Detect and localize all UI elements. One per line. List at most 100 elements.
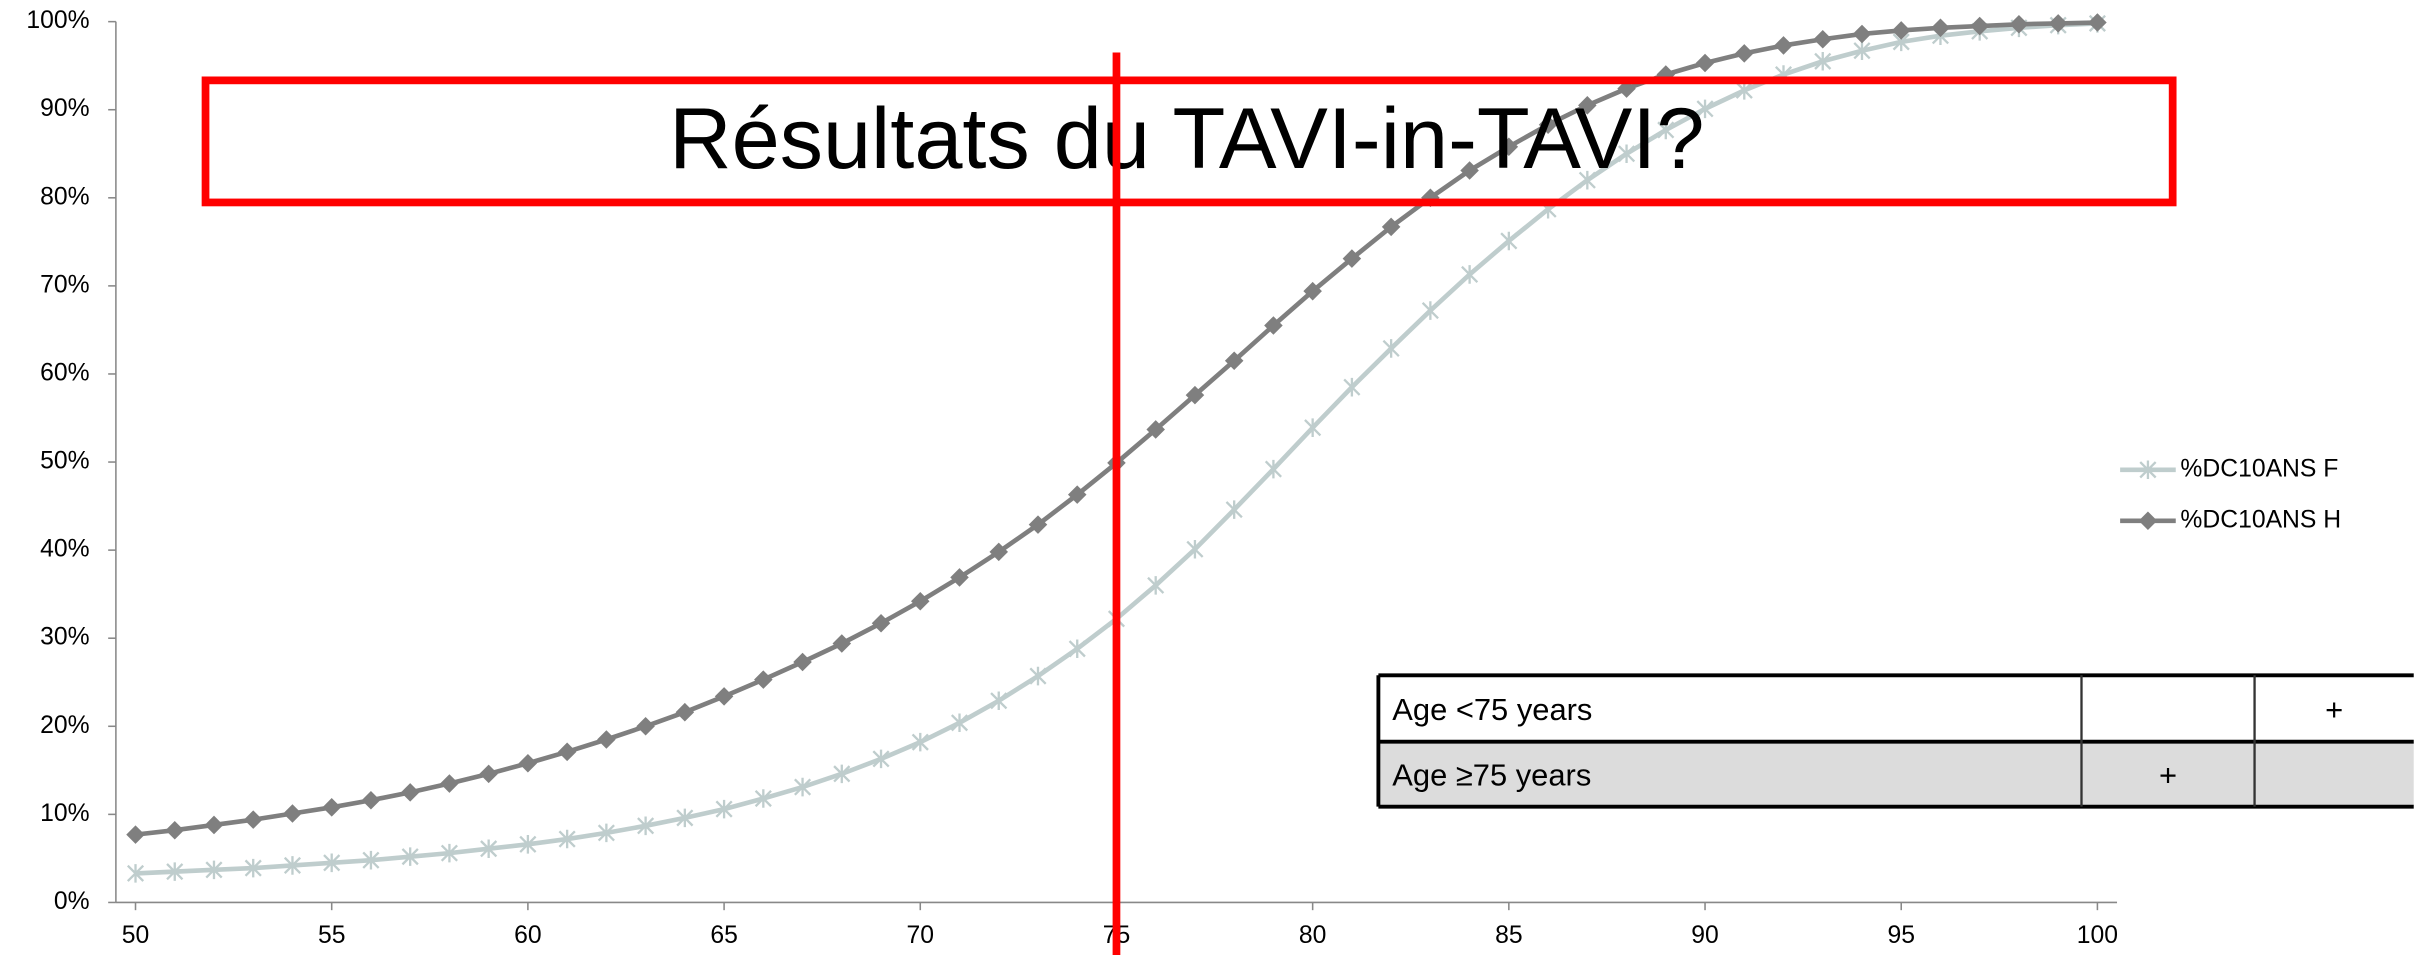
y-tick-label: 60% [40, 359, 89, 386]
marker [283, 804, 302, 823]
marker [714, 687, 734, 706]
marker [1067, 485, 1087, 504]
y-tick-label: 40% [40, 536, 89, 563]
marker [1695, 53, 1715, 73]
x-tick-label: 65 [710, 922, 738, 949]
marker [793, 652, 812, 672]
marker [1538, 115, 1558, 134]
legend-marker [2138, 511, 2158, 531]
marker [362, 850, 380, 870]
marker [1185, 385, 1205, 405]
marker [1068, 639, 1086, 659]
marker [675, 702, 695, 722]
chart-title: Résultats du TAVI-in-TAVI? [669, 91, 1704, 187]
marker [1421, 301, 1439, 320]
legend-label: %DC10ANS H [2180, 506, 2341, 533]
marker [1813, 29, 1833, 49]
marker [283, 856, 302, 875]
marker [1578, 96, 1597, 115]
marker [1853, 41, 1871, 60]
marker [558, 829, 576, 849]
marker [401, 847, 419, 866]
marker [871, 613, 891, 633]
table-cell: + [2325, 692, 2343, 727]
marker [794, 777, 812, 797]
marker [833, 764, 851, 784]
marker [911, 732, 929, 752]
marker [518, 754, 538, 773]
marker [165, 820, 185, 840]
marker [2048, 14, 2068, 33]
marker [1696, 99, 1714, 119]
marker [950, 568, 969, 587]
marker [597, 730, 616, 749]
marker [990, 691, 1008, 711]
y-tick-label: 70% [40, 271, 89, 298]
table-cell: Age ≥75 years [1392, 757, 1591, 792]
y-tick-label: 50% [40, 448, 89, 475]
marker [479, 764, 498, 784]
marker [1186, 539, 1204, 559]
marker [1814, 52, 1832, 71]
y-tick-label: 10% [40, 800, 89, 827]
x-tick-label: 80 [1299, 922, 1327, 949]
x-tick-label: 50 [122, 922, 149, 949]
title-box [201, 76, 2177, 207]
y-tick-label: 100% [26, 7, 89, 34]
marker [1304, 418, 1322, 437]
marker [243, 810, 263, 829]
marker [440, 774, 459, 793]
y-tick-label: 90% [40, 95, 89, 122]
marker [1225, 500, 1243, 519]
marker [1146, 420, 1165, 439]
marker [322, 798, 341, 817]
legend-marker [2139, 460, 2157, 480]
marker [597, 823, 615, 843]
marker [754, 789, 772, 808]
marker [1618, 144, 1636, 164]
marker [1264, 459, 1282, 479]
marker [2009, 15, 2029, 34]
x-tick-label: 55 [318, 922, 346, 949]
marker [166, 862, 184, 881]
marker [1029, 666, 1047, 686]
marker [1774, 36, 1793, 55]
marker [1578, 170, 1596, 190]
marker [480, 839, 498, 858]
marker [636, 717, 655, 736]
marker [2088, 13, 2107, 32]
y-tick-label: 20% [40, 712, 89, 739]
marker [323, 853, 341, 873]
marker [400, 783, 420, 802]
marker [872, 749, 890, 769]
marker [1735, 44, 1754, 63]
marker [1303, 281, 1322, 301]
marker [1224, 351, 1244, 371]
marker [244, 858, 262, 878]
y-tick-label: 0% [54, 888, 90, 915]
table-cell: Age <75 years [1392, 692, 1592, 727]
marker [361, 791, 381, 810]
table-cell: + [2159, 757, 2177, 792]
marker [440, 843, 458, 863]
x-tick-label: 60 [514, 922, 542, 949]
legend-label: %DC10ANS F [2180, 455, 2338, 482]
marker [1382, 339, 1400, 358]
marker [1852, 24, 1872, 44]
marker [715, 799, 733, 819]
x-tick-label: 85 [1495, 922, 1523, 949]
marker [989, 542, 1009, 562]
marker [911, 591, 930, 611]
x-tick-label: 70 [907, 922, 935, 949]
marker [754, 670, 773, 689]
y-tick-label: 30% [40, 624, 89, 651]
marker [1657, 120, 1675, 140]
marker [832, 634, 852, 653]
marker [1028, 515, 1048, 534]
marker [126, 864, 145, 883]
marker [1343, 377, 1361, 397]
marker [950, 713, 969, 733]
marker [1381, 217, 1401, 237]
marker [519, 835, 537, 854]
